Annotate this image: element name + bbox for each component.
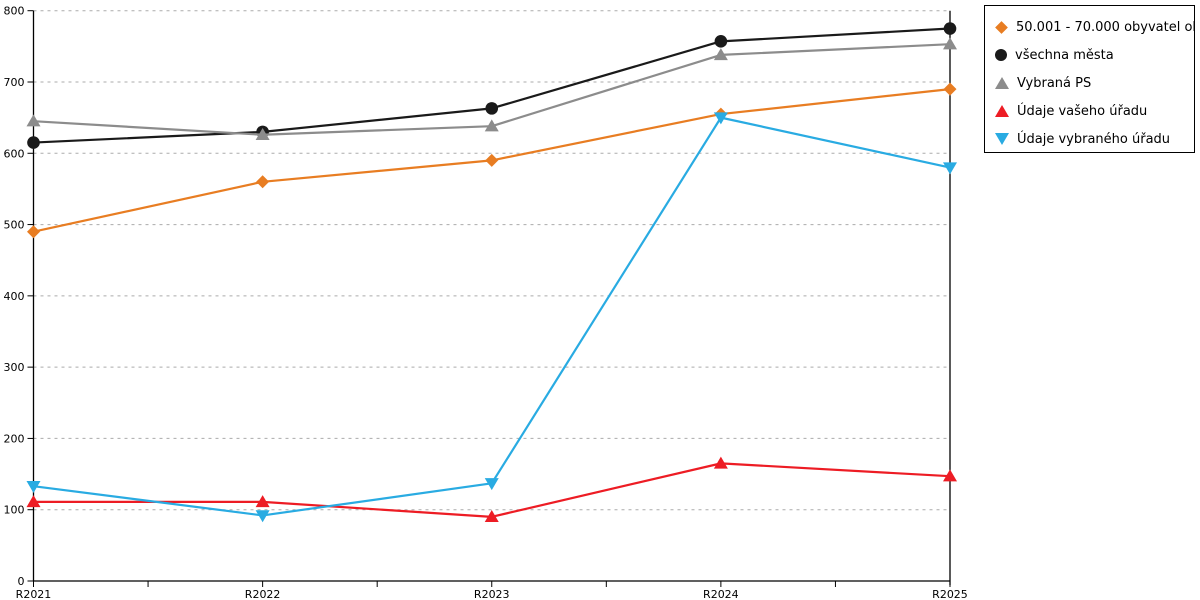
data-point [713, 48, 728, 61]
data-point [484, 119, 499, 132]
data-point [943, 37, 957, 50]
y-tick-label: 400 [4, 290, 25, 303]
legend-label: Údaje vašeho úřadu [1017, 103, 1148, 119]
legend-label: 50.001 - 70.000 obyvatel obc... [1016, 19, 1194, 35]
legend-item: Vybraná PS [985, 69, 1194, 97]
y-tick-label: 500 [4, 219, 25, 232]
legend-item: 50.001 - 70.000 obyvatel obc... [985, 13, 1194, 41]
y-tick-label: 700 [4, 76, 25, 89]
data-point [484, 478, 499, 491]
data-point [255, 127, 270, 140]
circle-marker-icon [995, 49, 1007, 61]
legend-item: všechna města [985, 41, 1194, 69]
y-tick-label: 600 [4, 147, 25, 160]
legend-label: Vybraná PS [1017, 75, 1092, 91]
legend-item: Údaje vašeho úřadu [985, 97, 1194, 125]
legend-item: Údaje vybraného úřadu [985, 125, 1194, 153]
data-point [485, 153, 499, 167]
data-point [485, 102, 499, 115]
data-point [255, 510, 270, 523]
data-point [26, 114, 41, 127]
x-tick-label: R2021 [16, 588, 52, 600]
data-point [484, 510, 499, 523]
y-tick-label: 100 [4, 504, 25, 517]
data-point [713, 456, 728, 469]
triangle-down-marker-icon [995, 133, 1009, 145]
triangle-up-marker-icon [995, 105, 1009, 117]
y-tick-label: 300 [4, 361, 25, 374]
y-tick-label: 0 [18, 575, 25, 588]
legend-label: Údaje vybraného úřadu [1017, 131, 1171, 147]
data-point [714, 35, 728, 48]
data-point [26, 495, 41, 508]
data-point [943, 469, 957, 482]
triangle-up-marker-icon [995, 77, 1009, 89]
data-point [713, 112, 728, 125]
legend-label: všechna města [1015, 47, 1114, 63]
y-tick-label: 800 [4, 5, 25, 18]
data-point [27, 136, 40, 149]
data-point [943, 22, 957, 35]
data-point [256, 175, 270, 189]
legend-box: 50.001 - 70.000 obyvatel obc... všechna … [984, 5, 1195, 153]
data-point [27, 225, 40, 239]
x-tick-label: R2024 [703, 588, 739, 600]
x-tick-label: R2023 [474, 588, 510, 600]
x-tick-label: R2022 [245, 588, 281, 600]
data-point [943, 82, 957, 96]
series-line-4 [32, 116, 952, 517]
data-point [255, 495, 270, 508]
data-point [943, 162, 957, 175]
x-tick-label: R2025 [932, 588, 968, 600]
y-tick-label: 200 [4, 432, 25, 445]
data-point [26, 480, 41, 493]
diamond-marker-icon [995, 20, 1008, 34]
